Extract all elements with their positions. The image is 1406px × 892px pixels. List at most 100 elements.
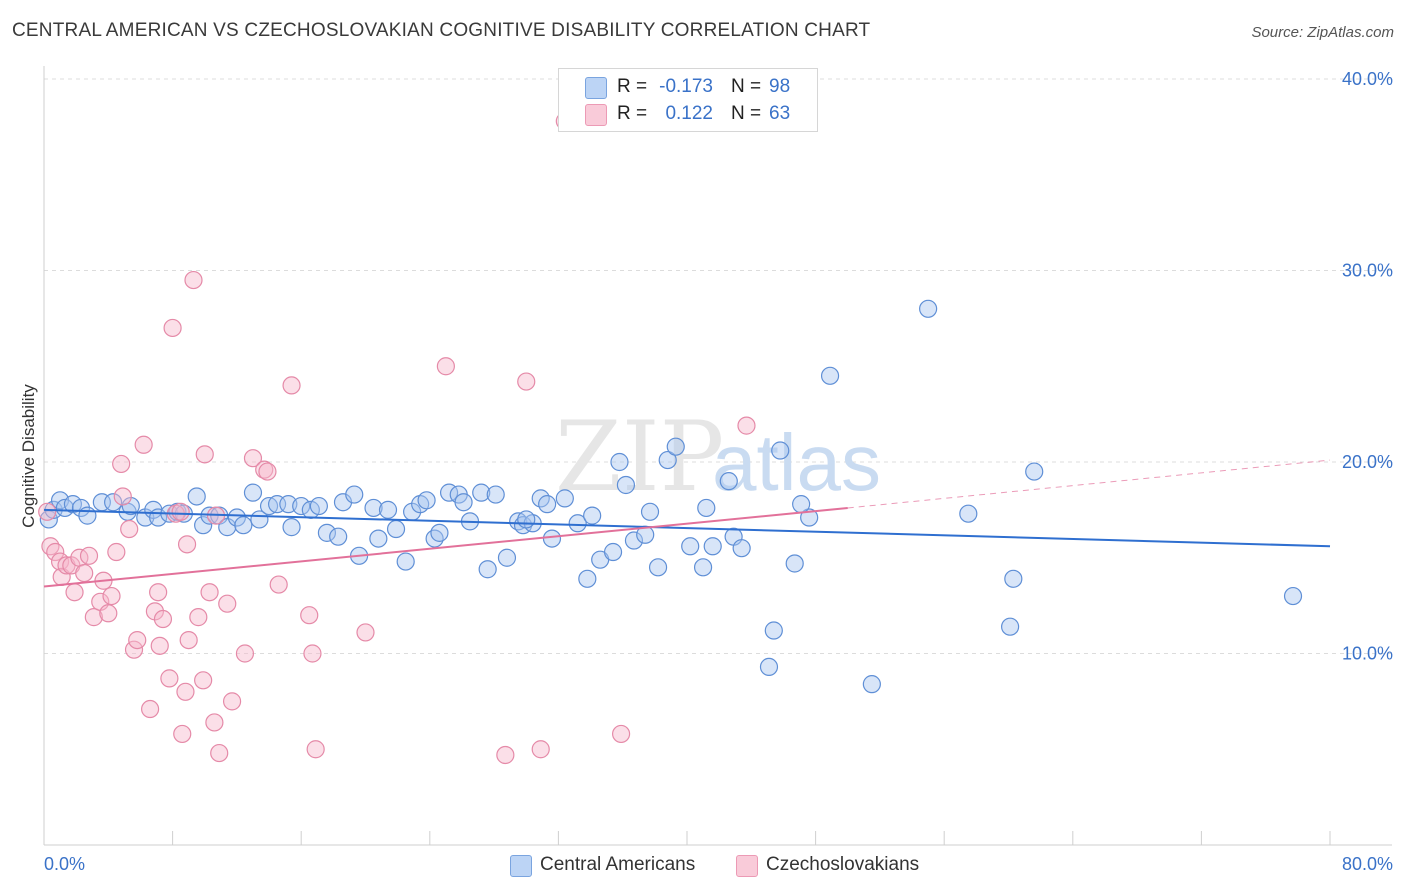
trend-lines xyxy=(43,459,1331,588)
data-point xyxy=(542,529,562,548)
legend-row-central-americans: R = -0.173 N = 98 xyxy=(559,73,817,101)
data-point xyxy=(235,644,255,663)
data-point xyxy=(693,558,713,577)
data-point xyxy=(719,472,738,491)
data-point xyxy=(303,644,322,663)
data-point xyxy=(478,560,497,579)
data-point xyxy=(486,485,505,504)
legend-row-czechoslovakians: R = 0.122 N = 63 xyxy=(559,100,817,128)
data-point xyxy=(258,462,277,481)
data-point xyxy=(496,745,515,765)
data-point xyxy=(369,529,388,548)
data-point xyxy=(84,608,103,627)
data-point xyxy=(243,449,263,468)
legend-swatch-pink xyxy=(585,104,607,126)
data-point xyxy=(282,376,301,395)
legend-swatch-blue xyxy=(585,77,607,99)
data-point xyxy=(78,506,97,525)
data-point xyxy=(568,514,587,533)
data-point xyxy=(919,299,938,318)
legend-r-value: -0.173 xyxy=(659,76,713,97)
data-point xyxy=(300,606,319,625)
legend-swatch-pink xyxy=(736,855,758,877)
trend-line-czechoslovakians-extension xyxy=(847,459,1331,509)
x-tick-labels: 0.0% 80.0% xyxy=(44,854,1393,874)
data-point xyxy=(862,675,881,694)
watermark-atlas: atlas xyxy=(712,418,881,507)
x-tick-label-max: 80.0% xyxy=(1342,854,1393,874)
data-point xyxy=(184,270,203,290)
legend-r-label: R = xyxy=(617,103,648,124)
data-point xyxy=(538,495,557,514)
data-point xyxy=(194,671,213,690)
y-tick-label: 10.0% xyxy=(1342,644,1393,664)
data-point xyxy=(194,516,213,535)
data-point xyxy=(531,740,550,759)
data-point xyxy=(292,496,311,516)
data-point xyxy=(113,487,132,506)
data-point xyxy=(107,542,126,562)
data-point xyxy=(269,575,288,594)
legend-swatch-blue xyxy=(510,855,532,877)
data-point xyxy=(417,491,436,510)
y-tick-labels: 10.0% 20.0% 30.0% 40.0% xyxy=(1342,69,1393,664)
data-point xyxy=(218,518,237,537)
data-point xyxy=(800,508,819,527)
data-point xyxy=(624,531,644,550)
data-point xyxy=(364,498,383,518)
data-point xyxy=(306,740,325,759)
watermark: ZIP atlas xyxy=(555,401,881,513)
data-point xyxy=(472,483,491,502)
data-point xyxy=(737,416,756,435)
data-point xyxy=(396,552,415,571)
data-point xyxy=(378,500,398,519)
data-point xyxy=(255,460,274,479)
data-point xyxy=(666,437,685,456)
data-point xyxy=(149,583,168,602)
data-point xyxy=(610,452,629,472)
data-point xyxy=(99,604,118,623)
data-point xyxy=(128,630,147,650)
legend-r-value: 0.122 xyxy=(665,103,713,124)
data-point xyxy=(218,594,237,613)
legend-label: Central Americans xyxy=(540,854,696,875)
data-point xyxy=(436,357,455,376)
data-point xyxy=(309,496,328,516)
data-point xyxy=(329,527,348,546)
data-point xyxy=(75,563,94,583)
trend-line-czechoslovakians xyxy=(43,506,848,588)
data-point xyxy=(1025,462,1044,481)
data-point xyxy=(173,724,192,744)
data-point xyxy=(234,516,253,535)
data-point xyxy=(578,569,597,588)
data-point xyxy=(497,548,517,567)
data-point xyxy=(210,743,229,763)
data-point xyxy=(38,502,57,521)
data-point xyxy=(187,487,206,506)
data-point xyxy=(1004,569,1023,588)
legend-n-value: 98 xyxy=(769,76,791,97)
data-point xyxy=(611,724,631,744)
data-point xyxy=(771,441,790,460)
legend-label: Czechoslovakians xyxy=(766,854,920,875)
data-point xyxy=(603,542,623,562)
data-point xyxy=(160,669,179,688)
data-point xyxy=(104,493,123,512)
data-point xyxy=(583,506,602,525)
data-point xyxy=(1001,617,1020,636)
data-point xyxy=(46,542,65,562)
data-point xyxy=(179,630,198,650)
data-point xyxy=(785,554,804,573)
data-point xyxy=(177,535,197,554)
data-point xyxy=(517,510,536,529)
data-point xyxy=(189,608,208,627)
source-label: Source: ZipAtlas.com xyxy=(1251,24,1394,41)
data-point xyxy=(430,523,449,542)
axes xyxy=(43,66,1392,846)
data-point xyxy=(282,518,301,537)
data-point xyxy=(243,483,263,502)
data-point xyxy=(820,366,840,385)
data-point xyxy=(356,623,375,642)
data-point xyxy=(102,586,121,606)
watermark-zip: ZIP xyxy=(555,401,724,513)
